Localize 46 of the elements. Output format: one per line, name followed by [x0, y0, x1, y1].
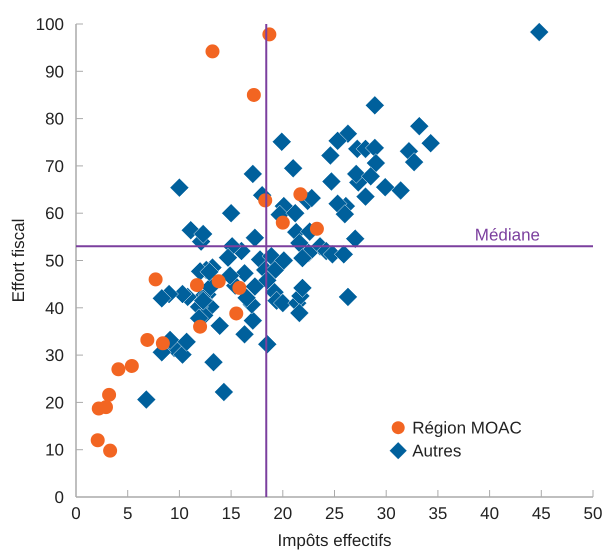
point — [246, 88, 261, 102]
point — [103, 444, 118, 458]
x-tick-label: 20 — [273, 504, 292, 523]
x-axis-title: Impôts effectifs — [277, 531, 392, 550]
y-tick-label: 30 — [45, 346, 64, 366]
point — [111, 362, 126, 376]
x-tick-label: 0 — [71, 504, 81, 523]
point — [310, 222, 324, 236]
point — [148, 272, 163, 286]
point — [232, 280, 246, 295]
point — [190, 278, 204, 292]
point — [90, 433, 105, 448]
y-tick-label: 50 — [45, 251, 64, 270]
x-tick-label: 30 — [376, 504, 396, 523]
point — [293, 187, 308, 202]
x-tick-label: 40 — [480, 504, 500, 523]
point — [276, 216, 290, 230]
legend-label: Région MOAC — [412, 418, 522, 438]
x-tick-label: 50 — [584, 504, 602, 523]
y-tick-label: 80 — [45, 110, 64, 129]
point — [229, 306, 244, 320]
y-tick-label: 20 — [45, 393, 64, 412]
x-tick-label: 10 — [170, 504, 189, 523]
point — [205, 44, 220, 58]
point — [140, 332, 154, 347]
point — [102, 388, 116, 402]
point — [156, 336, 170, 350]
x-tick-label: 45 — [532, 504, 551, 523]
x-tick-label: 25 — [325, 504, 344, 523]
y-tick-label: 60 — [45, 204, 64, 224]
point — [212, 274, 226, 288]
point — [124, 358, 139, 373]
y-tick-label: 40 — [45, 298, 64, 318]
point — [92, 402, 106, 416]
x-tick-label: 5 — [122, 504, 132, 523]
y-tick-label: 70 — [45, 156, 64, 176]
y-axis-title: Effort fiscal — [9, 218, 28, 302]
y-tick-label: 10 — [45, 440, 64, 460]
x-tick-label: 35 — [428, 504, 448, 523]
legend-label: Autres — [412, 442, 462, 461]
y-tick-label: 90 — [45, 62, 64, 82]
x-tick-label: 15 — [222, 504, 241, 523]
y-tick-label: 0 — [54, 488, 64, 507]
y-tick-label: 100 — [36, 14, 64, 34]
ref-line-label: Médiane — [474, 225, 540, 244]
point — [193, 320, 208, 334]
